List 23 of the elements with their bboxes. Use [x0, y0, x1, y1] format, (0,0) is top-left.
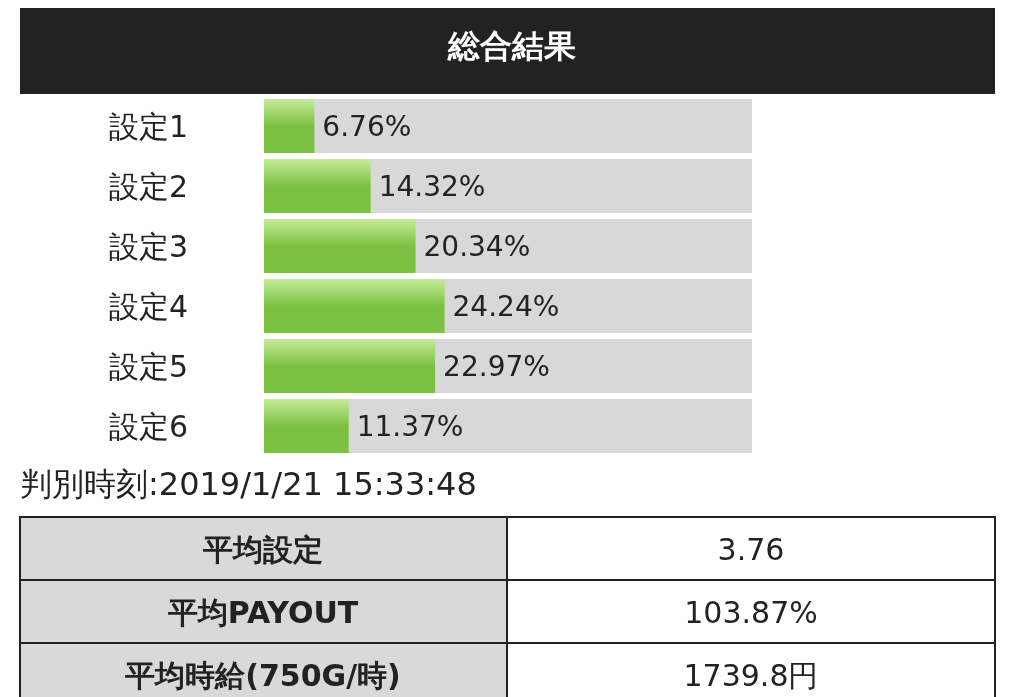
y-tick-label: 設定1	[108, 108, 188, 144]
bar	[264, 99, 315, 153]
y-tick-label: 設定3	[108, 228, 188, 264]
bar	[264, 159, 371, 213]
text: 平均設定	[202, 531, 323, 567]
text: 1739.8円	[683, 657, 819, 693]
data-label: 6.76%	[322, 109, 412, 143]
text: 平均PAYOUT	[166, 594, 359, 630]
text: 3.76	[717, 531, 785, 567]
text: 103.87%	[684, 594, 818, 630]
y-tick-label: 設定5	[108, 348, 188, 384]
data-label: 14.32%	[378, 169, 486, 203]
data-label: 11.37%	[356, 409, 464, 443]
text: 判別時刻:2019/1/21 15:33:48	[20, 465, 477, 503]
y-tick-label: 設定2	[108, 168, 188, 204]
bar	[264, 399, 349, 453]
data-label: 20.34%	[423, 229, 531, 263]
data-label: 24.24%	[452, 289, 560, 323]
data-label: 22.97%	[443, 349, 550, 383]
y-tick-label: 設定6	[108, 408, 188, 444]
y-tick-label: 設定4	[108, 288, 188, 324]
text: 平均時給(750G/時)	[124, 657, 401, 693]
text: 総合結果	[447, 27, 576, 65]
